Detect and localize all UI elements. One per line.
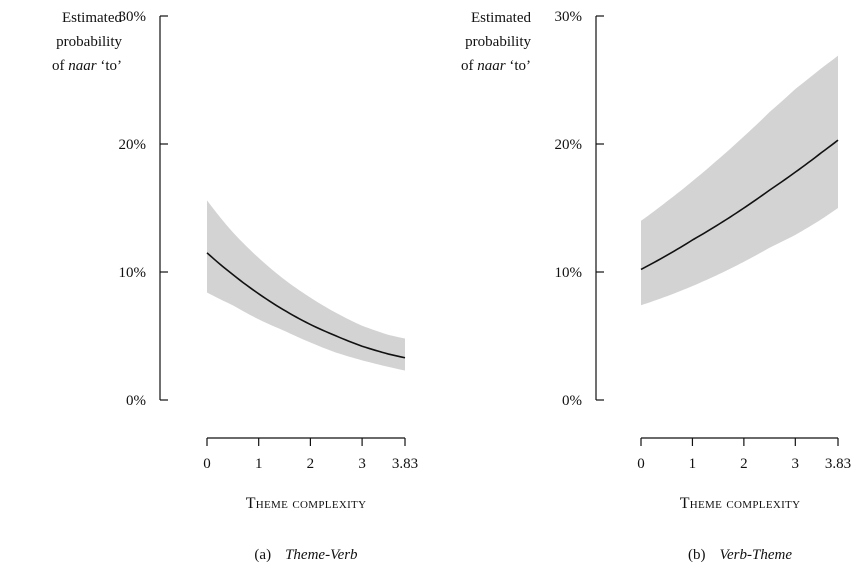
panel-title: Theme-Verb [285, 547, 358, 563]
x-tick-label: 3.83 [825, 456, 851, 472]
y-axis-label-prefix: of [52, 58, 68, 74]
y-tick-label: 0% [562, 393, 582, 409]
panel-title: Verb-Theme [720, 547, 793, 563]
panel-b: 0% 10% 20% 30% Estimated probability of naar ‘… [461, 9, 851, 563]
y-axis-label-word: naar [477, 58, 506, 74]
y-tick-label: 20% [555, 137, 583, 153]
x-tick-label: 3.83 [392, 456, 418, 472]
x-tick-label: 2 [740, 456, 748, 472]
x-tick-label: 1 [255, 456, 263, 472]
y-axis-label-line-1: Estimated [62, 10, 122, 26]
panel-caption: (a) Theme-Verb [254, 547, 358, 563]
x-tick-label: 3 [792, 456, 800, 472]
x-axis-label: Theme complexity [680, 495, 801, 512]
x-tick-label: 3 [358, 456, 366, 472]
x-tick-label: 0 [637, 456, 645, 472]
y-tick-label: 20% [119, 137, 147, 153]
y-axis-label-suffix: ‘to’ [97, 58, 122, 74]
y-tick-label: 10% [555, 265, 583, 281]
y-tick-label: 30% [119, 9, 147, 25]
y-tick-label: 10% [119, 265, 147, 281]
confidence-band [207, 200, 405, 371]
y-axis-label-line-1: Estimated [471, 10, 531, 26]
y-tick-label: 0% [126, 393, 146, 409]
x-axis-label: Theme complexity [246, 495, 367, 512]
y-axis-label-line-2: probability [56, 34, 122, 50]
y-axis-label-prefix: of [461, 58, 477, 74]
panel-label: (b) [688, 547, 706, 563]
y-tick-label: 30% [555, 9, 583, 25]
panel-caption: (b) Verb-Theme [688, 547, 792, 563]
x-tick-label: 2 [307, 456, 315, 472]
estimate-line [640, 139, 839, 271]
panel-a: 0% 10% 20% 30%Estimated probability of naar ‘… [52, 9, 418, 563]
y-axis-label-line-3: of naar ‘to’ [52, 58, 122, 74]
panel-label: (a) [254, 547, 271, 563]
y-axis-label-word: naar [68, 58, 97, 74]
x-tick-label: 1 [689, 456, 697, 472]
x-tick-label: 0 [203, 456, 211, 472]
confidence-band [641, 55, 838, 306]
y-axis-label-suffix: ‘to’ [506, 58, 531, 74]
y-axis-label-line-2: probability [465, 34, 531, 50]
estimate-line [206, 252, 406, 359]
y-axis-label-line-3: of naar ‘to’ [461, 58, 531, 74]
